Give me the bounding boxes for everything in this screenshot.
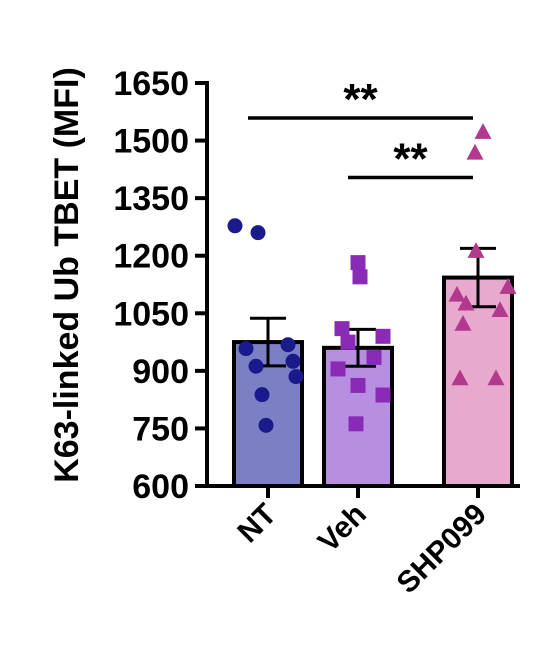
data-point-nt xyxy=(250,225,266,241)
data-point-nt xyxy=(238,341,254,357)
data-point-veh xyxy=(350,255,366,271)
data-point-veh xyxy=(340,334,356,350)
data-point-nt xyxy=(254,387,270,403)
y-tick-label: 1500 xyxy=(113,123,189,161)
data-point-shp099 xyxy=(457,294,475,311)
data-point-shp099 xyxy=(451,369,469,386)
y-tick-label: 600 xyxy=(132,468,189,506)
data-point-shp099 xyxy=(466,143,484,160)
y-tick-label: 1650 xyxy=(113,65,189,103)
significance-stars: ** xyxy=(343,75,378,124)
y-tick-label: 750 xyxy=(132,410,189,448)
data-point-veh xyxy=(375,328,391,344)
data-point-shp099 xyxy=(454,315,472,331)
x-tick-label-veh: Veh xyxy=(312,498,373,559)
significance-stars: ** xyxy=(393,135,428,184)
data-point-veh xyxy=(348,416,364,432)
data-point-nt xyxy=(248,358,264,374)
y-axis-label: K63-linked Ub TBET (MFI) xyxy=(48,67,86,483)
y-tick-label: 1050 xyxy=(113,295,189,333)
significance-annotations: ** ** xyxy=(248,75,473,184)
data-point-nt xyxy=(285,353,301,369)
data-points-layer xyxy=(227,123,517,433)
data-point-shp099 xyxy=(448,285,466,302)
y-axis: 600 750 900 1050 1200 1350 1500 1650 xyxy=(113,65,520,506)
x-axis-labels: NT Veh SHP099 xyxy=(231,486,493,600)
data-point-shp099 xyxy=(467,242,485,258)
data-point-shp099 xyxy=(499,278,517,294)
data-point-nt xyxy=(227,218,243,234)
error-bars-layer xyxy=(250,246,496,368)
data-point-nt xyxy=(280,337,296,353)
data-point-shp099 xyxy=(487,369,505,386)
data-point-nt xyxy=(288,369,304,385)
y-tick-label: 1350 xyxy=(113,180,189,218)
y-tick-label: 1200 xyxy=(113,238,189,276)
data-point-nt xyxy=(258,417,274,433)
data-point-veh xyxy=(350,377,366,393)
x-tick-label-shp099: SHP099 xyxy=(391,498,493,600)
data-point-veh xyxy=(366,349,382,365)
data-point-shp099 xyxy=(491,301,509,317)
y-tick-label: 900 xyxy=(132,353,189,391)
data-point-veh xyxy=(352,269,368,285)
data-point-veh xyxy=(375,387,391,403)
data-point-shp099 xyxy=(474,123,492,139)
data-point-veh xyxy=(330,361,346,377)
x-tick-label-nt: NT xyxy=(231,498,283,550)
data-point-veh xyxy=(334,321,350,337)
